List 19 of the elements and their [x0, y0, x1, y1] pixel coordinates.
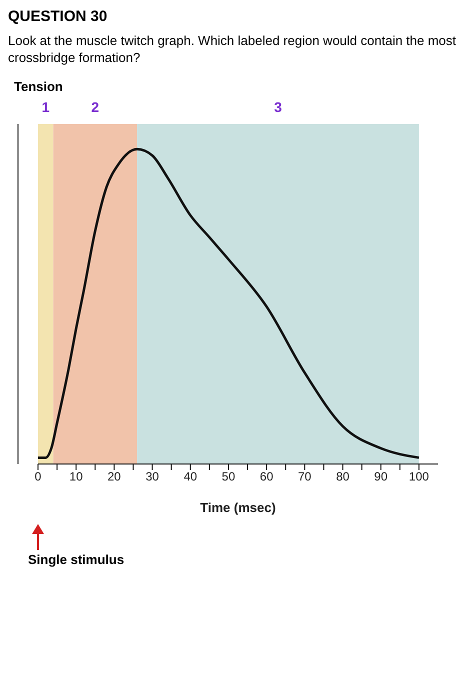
chart-subtitle: Look at the muscle twitch graph. Which labeled region would contain the most crossbridge formation? — [8, 33, 458, 67]
text: Single stimulus — [28, 552, 124, 567]
band-label: 3 — [274, 98, 282, 115]
x-tick-label: 50 — [222, 469, 236, 484]
x-tick-label: 60 — [260, 469, 274, 484]
x-axis-title: Time (msec) — [200, 500, 276, 515]
band-label: 1 — [42, 98, 50, 115]
x-tick-label: 10 — [69, 469, 84, 484]
chart-title: QUESTION 30 — [8, 8, 108, 25]
x-tick-label: 30 — [146, 469, 160, 484]
x-tick-label: 90 — [374, 469, 388, 484]
y-axis-title: Tension — [14, 78, 64, 94]
x-tick-label: 20 — [108, 469, 122, 484]
band-label: 2 — [91, 98, 100, 115]
x-tick-label: 80 — [336, 469, 350, 484]
x-tick-label: 100 — [408, 469, 430, 484]
x-tick-label: 40 — [184, 469, 198, 484]
x-tick-label: 70 — [298, 469, 312, 484]
x-tick-label: 0 — [34, 469, 42, 484]
